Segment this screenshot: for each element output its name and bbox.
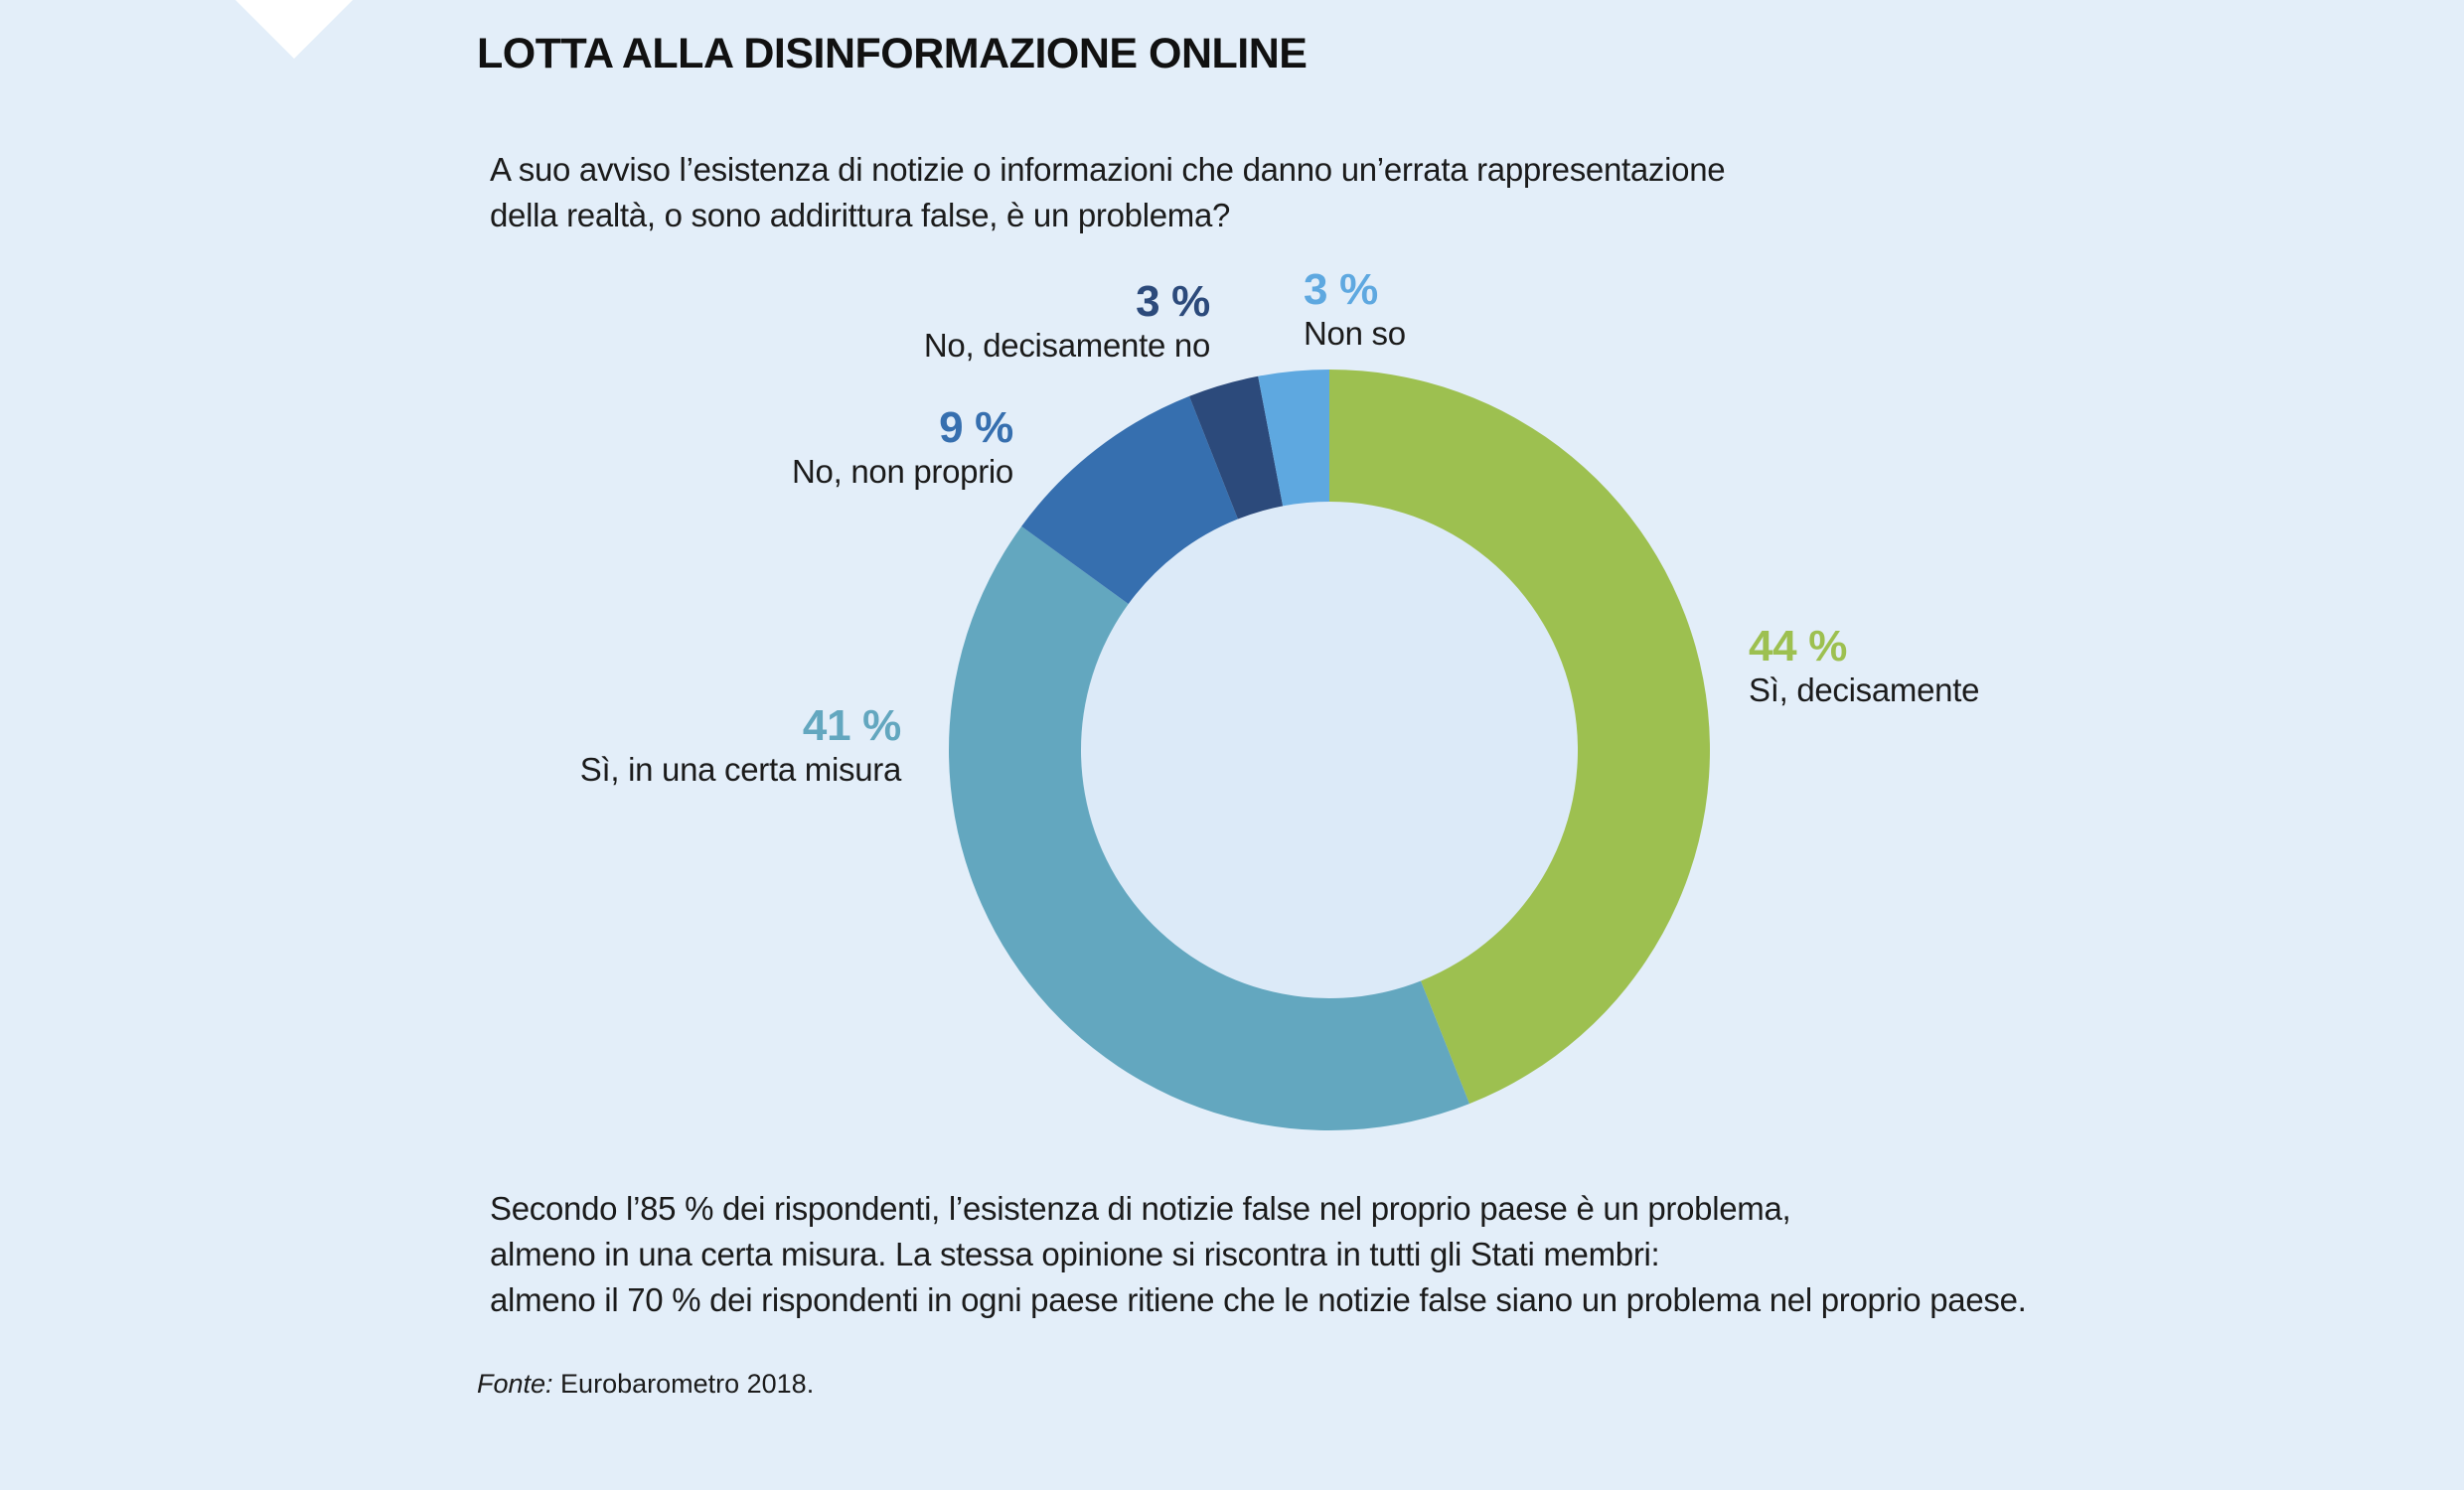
donut-slice-2: [1021, 395, 1238, 605]
question-line: della realtà, o sono addirittura false, …: [490, 197, 1231, 233]
summary-note: Secondo l’85 % dei rispondenti, l’esiste…: [490, 1186, 2278, 1323]
donut-slice-4: [1258, 370, 1329, 507]
label-no-non-proprio: 9 % No, non proprio: [792, 404, 1013, 492]
slice-value: 9 %: [939, 403, 1013, 452]
donut-hole: [1081, 502, 1578, 998]
note-line: almeno il 70 % dei rispondenti in ogni p…: [490, 1281, 2027, 1318]
question-line: A suo avviso l’esistenza di notizie o in…: [490, 151, 1726, 188]
donut-slice-1: [949, 525, 1469, 1130]
note-line: almeno in una certa misura. La stessa op…: [490, 1236, 1660, 1272]
slice-value: 3 %: [1304, 265, 1378, 314]
slice-label: Non so: [1304, 315, 1406, 352]
label-si-certa-misura: 41 % Sì, in una certa misura: [579, 701, 902, 790]
slice-value: 41 %: [802, 701, 901, 750]
label-si-decisamente: 44 % Sì, decisamente: [1749, 623, 1979, 710]
page-title: LOTTA ALLA DISINFORMAZIONE ONLINE: [477, 30, 1308, 77]
slice-label: Sì, in una certa misura: [579, 751, 902, 788]
slice-label: Sì, decisamente: [1749, 671, 1980, 708]
label-no-decisamente-no: 3 % No, decisamente no: [924, 278, 1210, 366]
source: Fonte: Eurobarometro 2018.: [477, 1369, 814, 1400]
decorative-triangle: [235, 0, 353, 59]
donut-slice-0: [1329, 370, 1711, 1105]
question: A suo avviso l’esistenza di notizie o in…: [490, 147, 1980, 238]
slice-label: No, decisamente no: [923, 327, 1210, 364]
label-non-so: 3 % Non so: [1304, 266, 1406, 354]
donut-slice-3: [1189, 375, 1284, 520]
source-label: Fonte:: [477, 1369, 553, 1399]
slice-value: 44 %: [1749, 622, 1848, 670]
slice-value: 3 %: [1136, 277, 1210, 326]
source-text: Eurobarometro 2018.: [552, 1369, 815, 1399]
note-line: Secondo l’85 % dei rispondenti, l’esiste…: [490, 1190, 1791, 1227]
slice-label: No, non proprio: [792, 453, 1013, 490]
